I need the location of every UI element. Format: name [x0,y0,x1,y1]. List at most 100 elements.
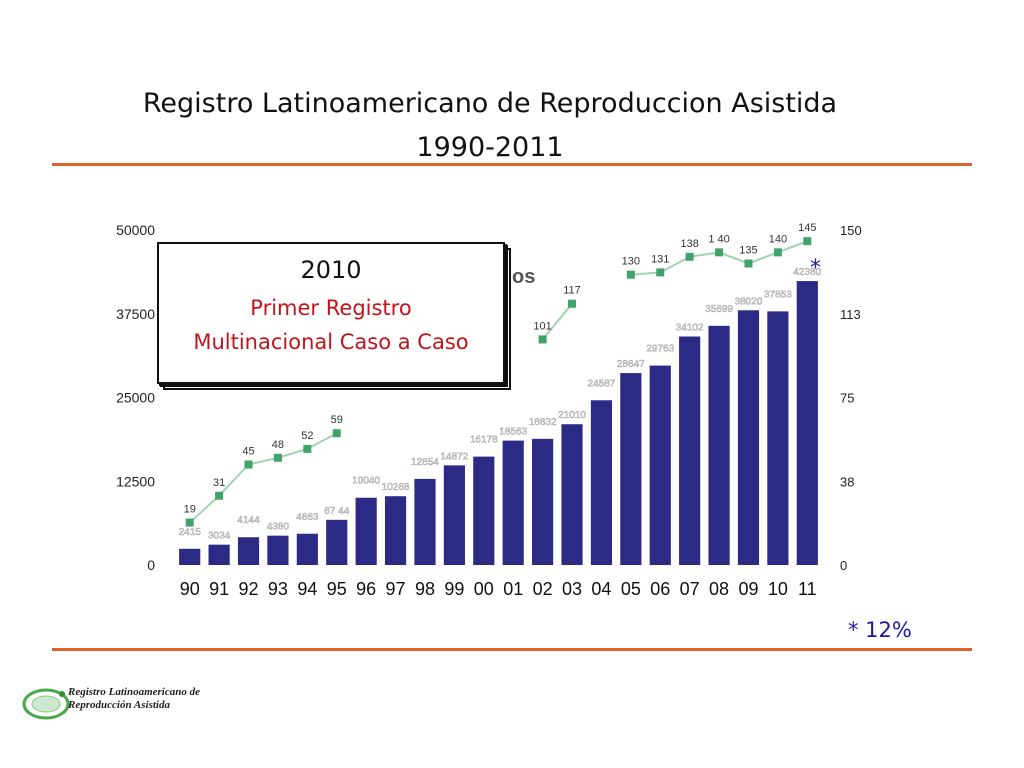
bar-value-label: 21010 [558,410,586,421]
bar-value-label: 16178 [470,435,498,446]
x-tick-label: 03 [562,579,582,599]
logo-swoosh-icon [22,688,70,720]
bar [620,373,642,565]
asterisk-marker: * [810,256,821,281]
y-left-tick-label: 37500 [116,306,155,322]
bottom-divider [52,648,972,651]
y-left-tick-label: 50000 [116,222,155,238]
bar-value-label: 14872 [440,451,468,462]
line-point [715,248,724,257]
y-left-tick-label: 0 [147,557,155,573]
bar [767,311,789,565]
line-value-label: 45 [242,446,254,458]
line-value-label: 135 [739,245,757,257]
footnote: * 12% [848,618,912,642]
x-tick-label: 95 [327,579,347,599]
bar [532,438,554,565]
bar-value-label: 29763 [646,344,674,355]
line-point [538,335,547,344]
logo-line2: Reproducción Asistida [68,699,170,711]
line-value-label: 101 [533,320,551,332]
bar-line-chart: 0 12500 25000 37500 50000 0 38 75 113 150 os 2415 30… [116,222,862,599]
line-value-label: 19 [184,504,196,516]
x-tick-label: 02 [533,579,553,599]
bar [708,325,730,565]
bar [737,310,760,565]
bar-value-label: 18563 [499,427,527,438]
bar [267,535,289,565]
logo-inner-icon [31,695,61,713]
bar-value-label: 10040 [352,476,380,487]
bar [473,456,495,565]
line-value-label: 52 [301,430,313,442]
y-left-tick-label: 25000 [116,390,155,406]
line-point [773,248,782,257]
line-point [215,491,224,500]
y-right-tick-label: 0 [840,558,847,573]
logo-emblem [22,688,70,720]
y-right-tick-label: 75 [840,391,854,406]
bar [679,336,701,565]
line-value-label: 31 [213,477,225,489]
bar [384,496,407,565]
bar [208,544,230,565]
x-tick-label: 00 [474,579,494,599]
bar [590,400,613,565]
bar-value-label: 4380 [267,522,290,533]
line-value-label: 59 [331,414,343,426]
line-point [685,252,694,261]
bar-value-label: 35699 [705,304,733,315]
line-point [303,444,312,453]
line-value-label: 117 [563,285,581,297]
bar-value-label: 4144 [237,515,260,526]
bar-value-label: 18832 [529,417,557,428]
line-point [656,268,665,277]
y-right-tick-label: 38 [840,474,854,489]
bar [179,548,201,565]
callout-box: 2010 Primer Registro Multinacional Caso … [157,242,505,384]
series-line [189,432,338,524]
bar [502,440,524,565]
x-tick-label: 10 [768,579,788,599]
callout-line1: Primer Registro [250,296,412,320]
series-line [541,303,573,341]
callout-year: 2010 [300,256,362,284]
x-tick-label: 04 [591,579,611,599]
bar-value-label: 38020 [735,296,763,307]
line-value-label: 138 [680,238,698,250]
bar [326,519,348,565]
x-tick-label: 05 [621,579,641,599]
bar-value-label: 42380 [793,267,821,278]
bar-value-label: 3034 [208,531,231,542]
logo-text: Registro Latinoamericano de Reproducción… [68,686,200,712]
line-point [273,453,282,462]
logo-line1: Registro Latinoamericano de [68,686,200,698]
bar-value-label: 28647 [617,359,645,370]
x-tick-label: 92 [239,579,259,599]
line-point [332,429,341,438]
x-tick-label: 11 [798,579,817,599]
line-value-label: 130 [622,256,640,268]
y-right-tick-label: 113 [840,307,861,322]
hidden-chart-title: os [512,266,535,288]
line-value-label: 48 [272,439,284,451]
x-tick-label: 91 [209,579,229,599]
x-tick-label: 96 [356,579,376,599]
y-right-tick-label: 150 [840,223,862,238]
x-tick-label: 93 [268,579,288,599]
line-point [744,259,753,268]
logo-dot-icon [59,691,65,697]
bar [649,365,671,565]
line-value-label: 131 [651,253,669,265]
bar [355,497,377,565]
line-point [244,460,253,469]
x-tick-label: 98 [415,579,435,599]
bar-value-label: 24587 [588,378,616,389]
x-tick-label: 07 [680,579,700,599]
bar-value-label: 37853 [764,289,792,300]
slide-title-line2: 1990-2011 [416,132,564,163]
x-tick-label: 90 [180,579,200,599]
bar [414,478,436,565]
bar-value-label: 34102 [676,323,704,334]
line-point [568,299,577,308]
